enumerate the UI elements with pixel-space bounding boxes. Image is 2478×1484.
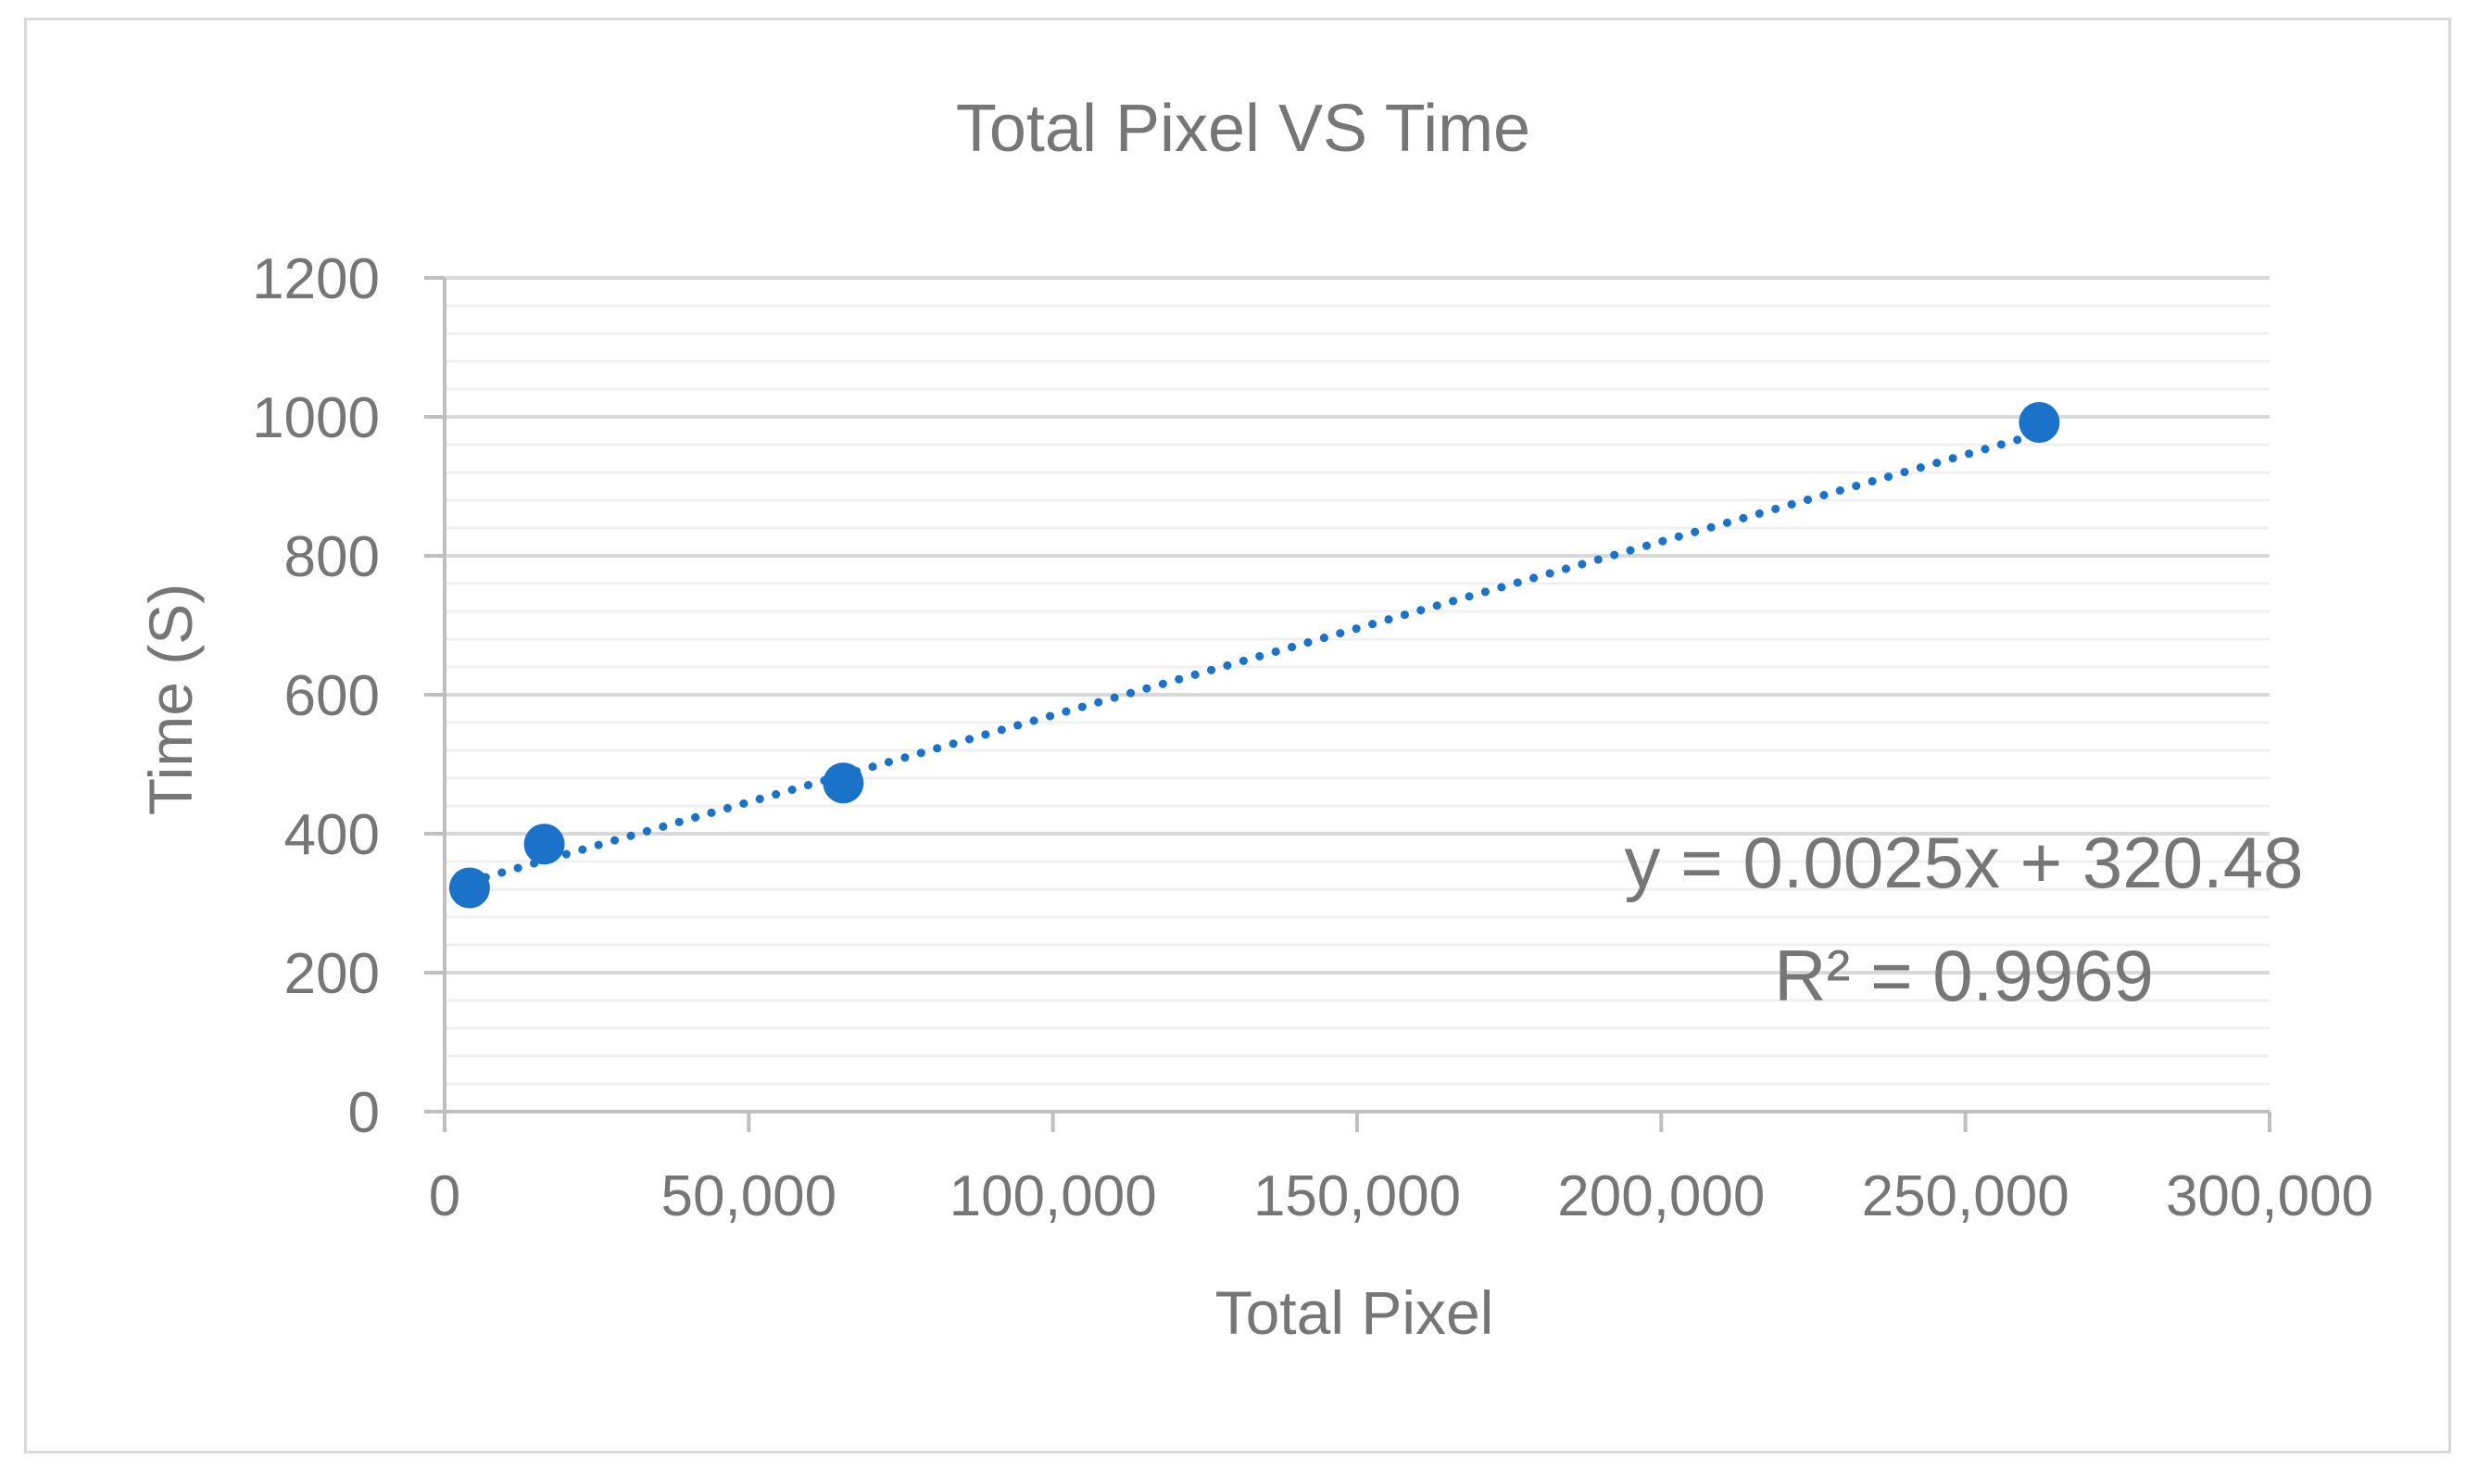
x-tick-label: 100,000 — [950, 1164, 1157, 1228]
y-tick-label: 1200 — [252, 247, 380, 311]
axes — [424, 276, 2271, 1132]
x-tick-label: 150,000 — [1253, 1164, 1461, 1228]
trendline-equation: y = 0.0025x + 320.48 — [1625, 822, 2304, 903]
x-tick-label: 0 — [429, 1164, 460, 1228]
data-point — [2019, 402, 2060, 443]
y-tick-label: 0 — [348, 1081, 380, 1145]
x-axis-title: Total Pixel — [1215, 1278, 1494, 1347]
x-tick-label: 200,000 — [1557, 1164, 1765, 1228]
trendline-line — [465, 429, 2044, 887]
y-tick-label: 800 — [284, 525, 380, 589]
trendline — [465, 429, 2044, 887]
x-tick-label: 300,000 — [2166, 1164, 2373, 1228]
trendline-r-squared: R² = 0.9969 — [1774, 935, 2154, 1016]
data-points — [448, 402, 2060, 909]
y-tick-label: 1000 — [252, 386, 380, 450]
y-axis-title: Time (S) — [136, 584, 205, 816]
x-tick-label: 50,000 — [661, 1164, 837, 1228]
y-tick-label: 200 — [284, 942, 380, 1006]
gridlines — [445, 276, 2270, 1086]
x-tick-label: 250,000 — [1862, 1164, 2069, 1228]
chart-frame — [24, 18, 2451, 1453]
y-tick-label: 400 — [284, 803, 380, 867]
chart-title: Total Pixel VS Time — [956, 92, 1530, 166]
tick-labels: 0 200 400 600 800 1000 1200 0 50,000 100,000 150,0… — [252, 247, 2373, 1228]
data-point — [823, 762, 864, 804]
data-point — [523, 824, 565, 865]
y-tick-label: 600 — [284, 664, 380, 728]
data-point — [448, 867, 490, 909]
